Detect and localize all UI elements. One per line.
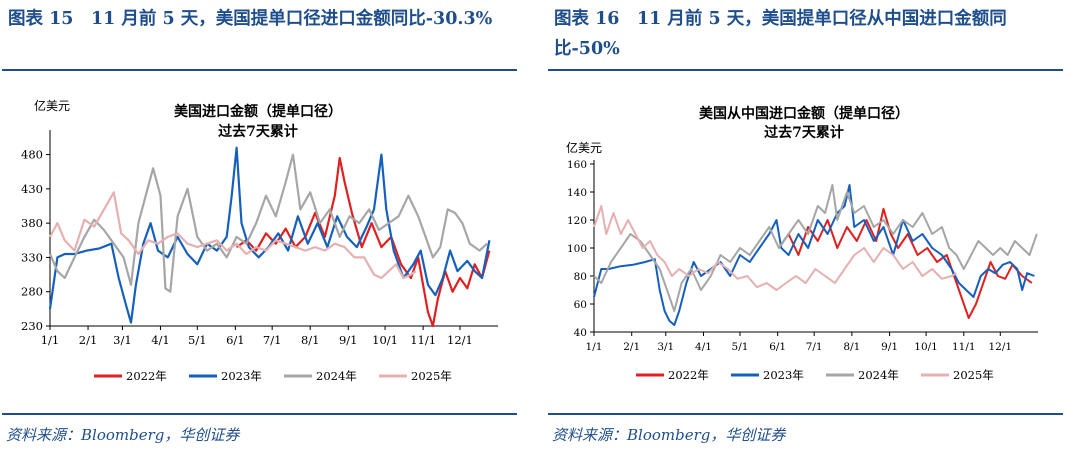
legend-label: 2023年 [763,368,804,382]
x-tick-label: 2/1 [623,341,640,353]
x-tick-label: 6/1 [769,341,786,353]
y-tick-label: 380 [21,216,43,230]
source-rule [548,413,1063,415]
x-tick-label: 6/1 [226,333,245,347]
y-axis-unit: 亿美元 [566,140,602,155]
series-line-2022年 [235,156,491,328]
x-tick-label: 11/1 [952,341,976,353]
x-tick-label: 10/1 [914,341,938,353]
series-line-2025年 [49,191,417,280]
series-line-2024年 [593,184,1038,312]
series-line-2024年 [48,153,488,293]
x-tick-label: 4/1 [695,341,712,353]
y-tick-label: 40 [574,327,587,339]
y-tick-label: 330 [21,250,43,264]
legend-label: 2025年 [953,368,994,382]
x-tick-label: 7/1 [263,333,282,347]
legend-label: 2024年 [858,368,899,382]
legend-label: 2023年 [221,369,262,383]
y-tick-label: 280 [21,285,43,299]
x-tick-label: 3/1 [657,341,674,353]
source-rule [2,413,517,415]
y-tick-label: 140 [567,187,587,199]
x-tick-label: 2/1 [79,333,98,347]
y-tick-label: 80 [574,271,587,283]
chart-title-line: 美国从中国进口金额（提单口径） [699,105,909,122]
title-rule [2,69,517,71]
x-tick-label: 11/1 [410,333,436,347]
x-tick-label: 5/1 [732,341,749,353]
figure-title: 图表 15 11 月前 5 天，美国提单口径进口金额同比-30.3% [8,9,493,29]
figure-title: 图表 16 11 月前 5 天，美国提单口径从中国进口金额同比-50% [554,9,1007,59]
chart-title-line: 过去7天累计 [218,123,298,140]
legend-label: 2022年 [668,368,709,382]
series-line-2025年 [593,205,957,291]
x-tick-label: 3/1 [113,333,132,347]
x-tick-label: 12/1 [988,341,1012,353]
source-note: 资料来源：Bloomberg，华创证券 [552,426,786,444]
x-tick-label: 12/1 [447,333,473,347]
y-tick-label: 120 [567,215,587,227]
y-tick-label: 100 [567,243,587,255]
series-line-2023年 [48,146,491,324]
x-tick-label: 5/1 [188,333,207,347]
x-tick-label: 8/1 [843,341,860,353]
y-tick-label: 480 [21,148,43,162]
y-tick-label: 230 [21,319,43,333]
title-rule [548,69,1063,71]
x-tick-label: 9/1 [339,333,358,347]
series-line-2022年 [778,207,1033,319]
x-tick-label: 8/1 [301,333,320,347]
legend-label: 2022年 [126,369,167,383]
legend-label: 2024年 [316,369,357,383]
x-tick-label: 1/1 [41,333,60,347]
legend-label: 2025年 [411,369,452,383]
y-tick-label: 430 [21,182,43,196]
x-tick-label: 4/1 [151,333,170,347]
x-tick-label: 1/1 [586,341,603,353]
import-value-chart: 美国进口金额（提单口径） 过去7天累计 亿美元 230 280 330 380 430 480 1… [21,98,498,383]
series-line-2023年 [593,184,1035,326]
x-tick-label: 7/1 [806,341,823,353]
y-tick-label: 160 [567,159,587,171]
source-note: 资料来源：Bloomberg，华创证券 [6,426,240,444]
x-tick-label: 10/1 [372,333,398,347]
chart-title-line: 过去7天累计 [764,124,844,141]
x-tick-label: 9/1 [881,341,898,353]
y-axis-unit: 亿美元 [34,98,70,113]
chart-title-line: 美国进口金额（提单口径） [174,103,342,120]
y-tick-label: 60 [574,299,587,311]
